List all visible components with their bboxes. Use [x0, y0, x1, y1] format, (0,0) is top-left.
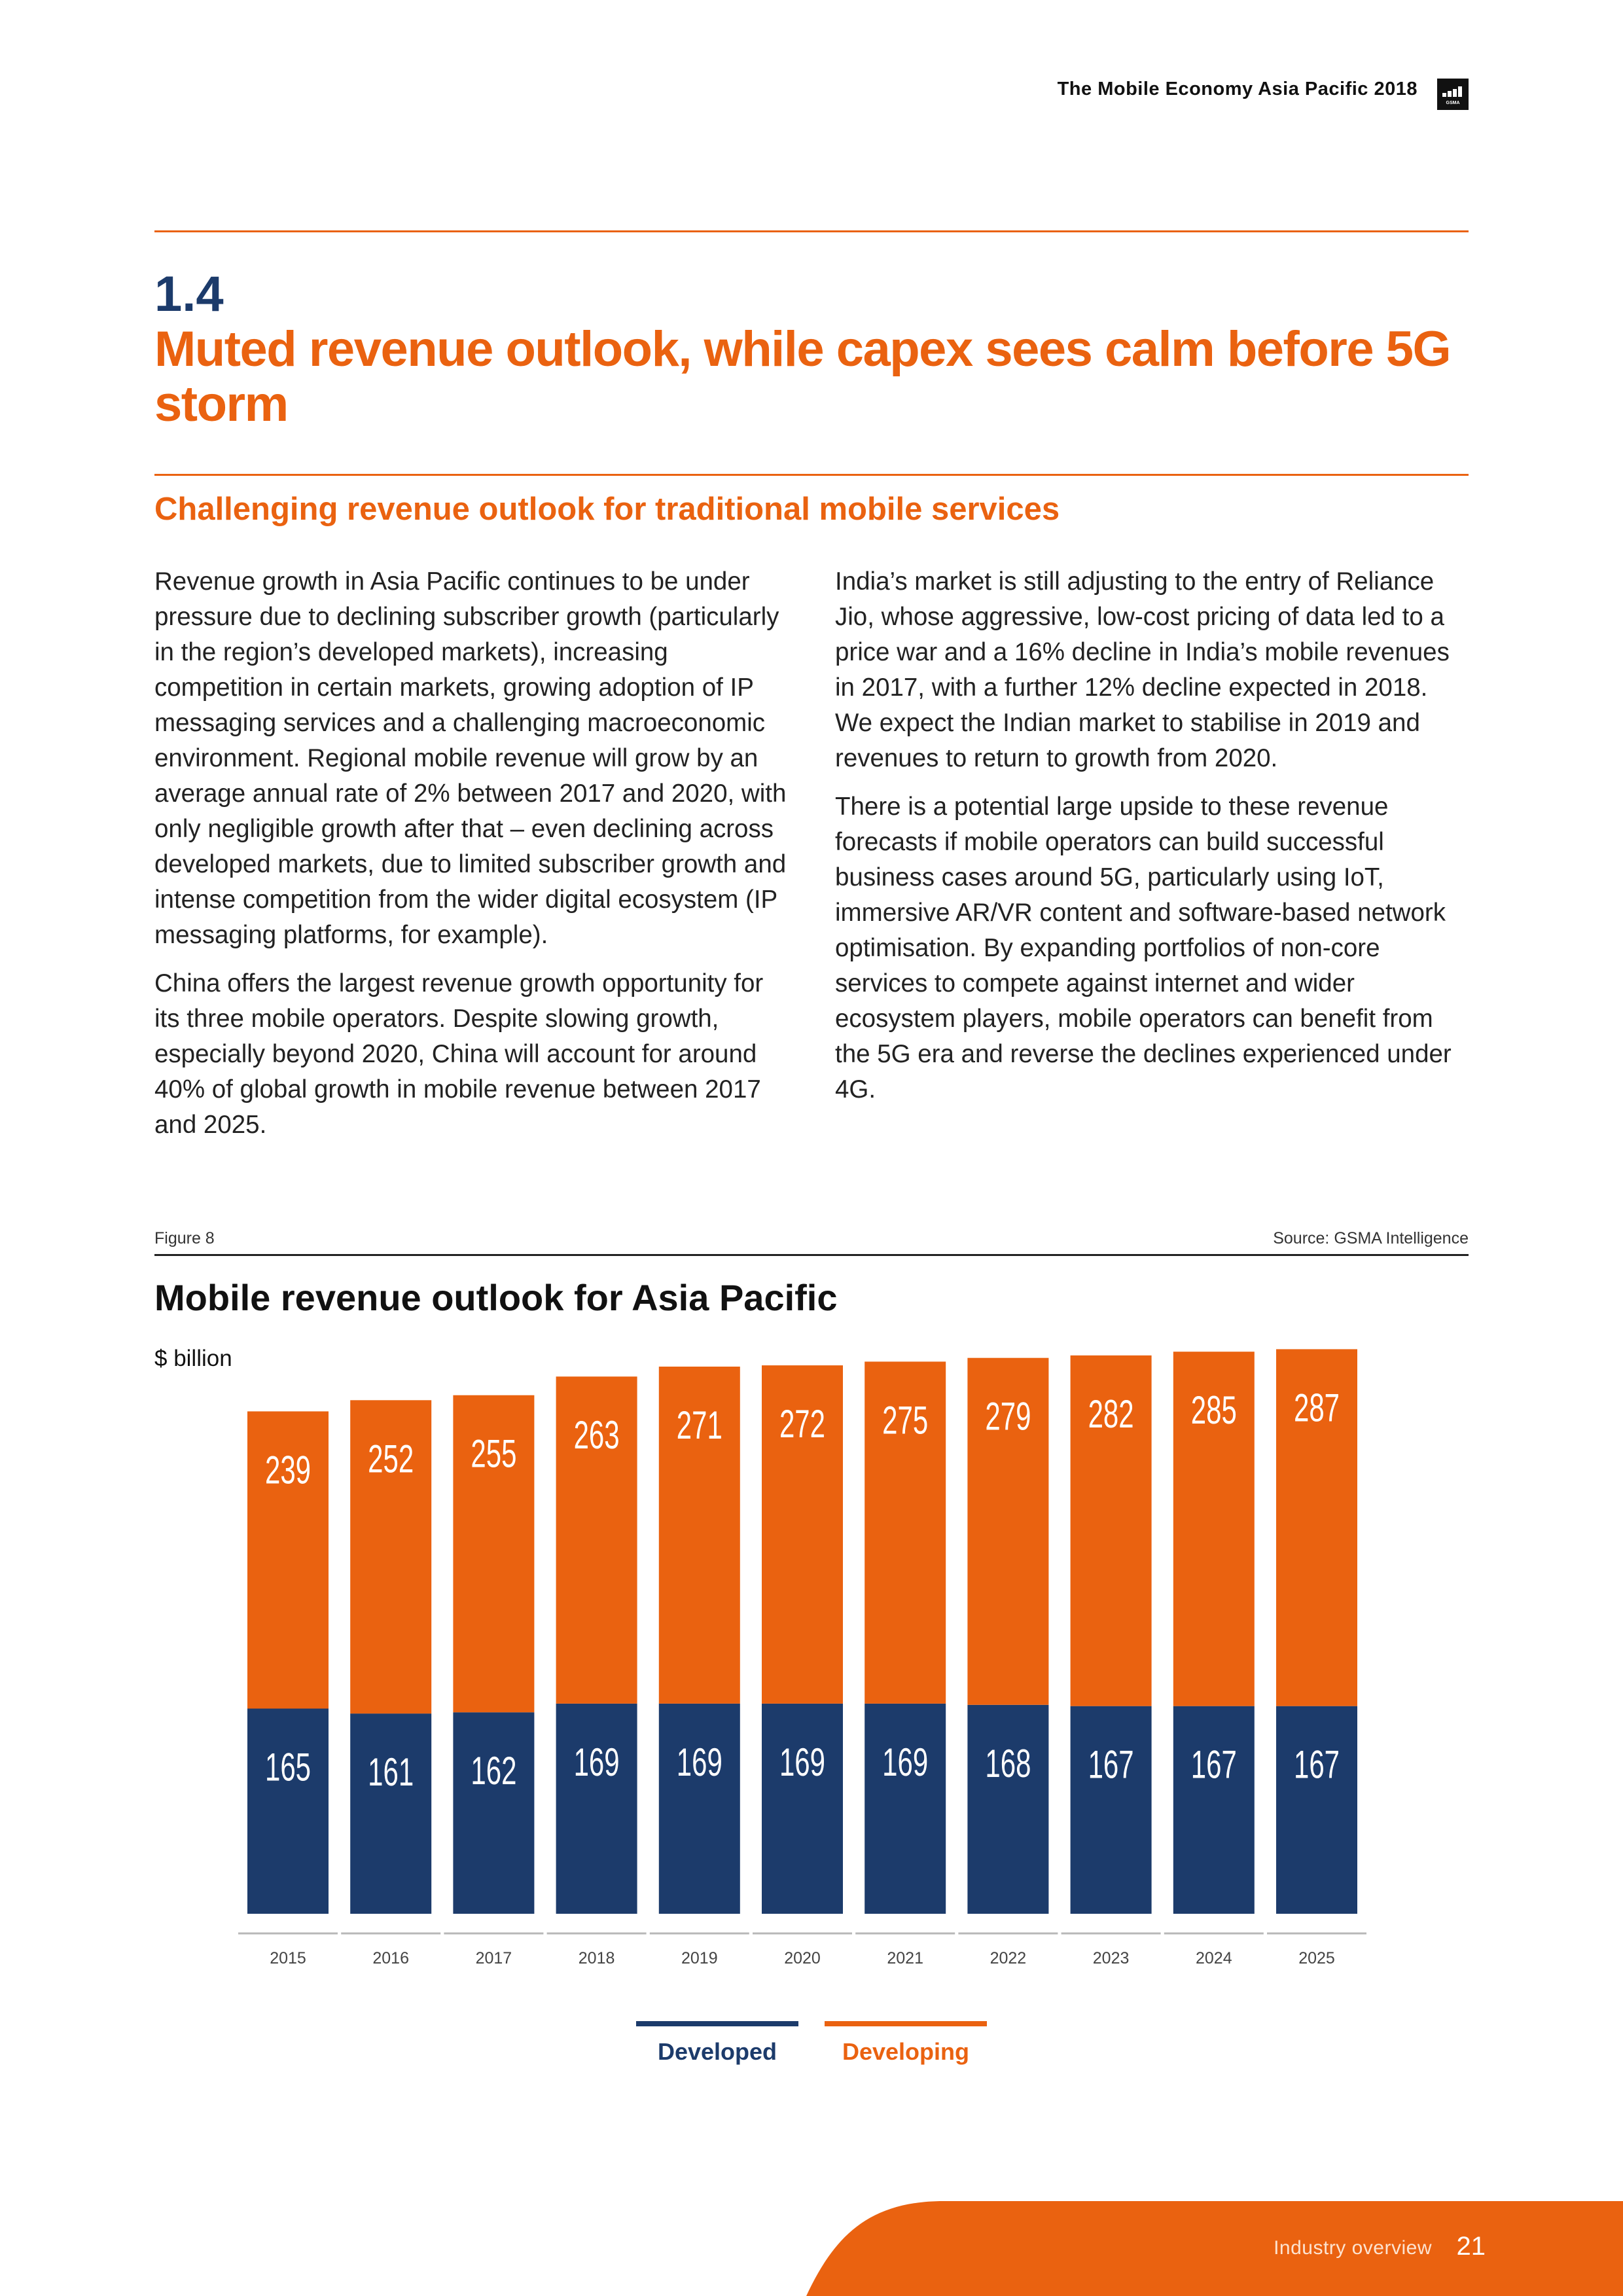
bar-developed-2017	[453, 1712, 535, 1914]
bar-developed-2015	[247, 1708, 329, 1914]
bar-developing-2025	[1276, 1349, 1357, 1706]
tick-label-2020: 2020	[784, 1949, 821, 1967]
tick-label-2018: 2018	[579, 1949, 615, 1967]
data-label-developed-2017: 162	[471, 1749, 516, 1793]
subheading: Challenging revenue outlook for traditio…	[154, 492, 1060, 527]
legend-developed: Developed	[636, 2021, 798, 2065]
data-label-developed-2016: 161	[368, 1750, 414, 1794]
data-label-developed-2015: 165	[265, 1745, 311, 1789]
bar-developed-2020	[762, 1703, 843, 1914]
body-column-right: India’s market is still adjusting to the…	[835, 564, 1470, 1121]
paragraph: India’s market is still adjusting to the…	[835, 567, 1450, 772]
data-label-developing-2015: 239	[265, 1448, 311, 1492]
data-label-developing-2019: 271	[677, 1403, 722, 1447]
legend-label-developed: Developed	[657, 2038, 777, 2065]
data-label-developed-2024: 167	[1191, 1742, 1237, 1786]
data-label-developing-2020: 272	[779, 1402, 825, 1446]
bar-developed-2025	[1276, 1706, 1357, 1914]
data-label-developing-2023: 282	[1088, 1391, 1134, 1435]
paragraph: There is a potential large upside to the…	[835, 793, 1452, 1103]
data-label-developed-2019: 169	[677, 1740, 722, 1784]
figure-rule	[154, 1254, 1469, 1256]
tick-label-2015: 2015	[270, 1949, 306, 1967]
paragraph: Revenue growth in Asia Pacific continues…	[154, 567, 787, 949]
publication-title: The Mobile Economy Asia Pacific 2018	[1057, 79, 1418, 99]
legend-swatch-developed	[636, 2021, 798, 2026]
page-number: 21	[1456, 2232, 1486, 2261]
data-label-developing-2021: 275	[882, 1398, 928, 1442]
bar-developing-2015	[247, 1411, 329, 1709]
data-label-developed-2018: 169	[574, 1740, 620, 1784]
chart-title: Mobile revenue outlook for Asia Pacific	[154, 1277, 838, 1318]
tick-label-2025: 2025	[1298, 1949, 1335, 1967]
bar-developed-2019	[658, 1703, 740, 1914]
bar-developed-2021	[865, 1703, 946, 1914]
tick-label-2021: 2021	[887, 1949, 923, 1967]
bar-developing-2022	[967, 1357, 1049, 1705]
signal-bars-icon	[1442, 86, 1463, 97]
figure-source: Source: GSMA Intelligence	[1273, 1229, 1469, 1247]
body-column-left: Revenue growth in Asia Pacific continues…	[154, 564, 794, 1156]
paragraph: China offers the largest revenue growth …	[154, 969, 764, 1139]
logo-text: GSMA	[1446, 101, 1460, 105]
bar-developed-2022	[967, 1704, 1049, 1914]
tick-label-2022: 2022	[990, 1949, 1027, 1967]
data-label-developing-2025: 287	[1294, 1386, 1340, 1429]
top-rule	[154, 230, 1469, 232]
figure-label: Figure 8	[154, 1229, 215, 1247]
data-label-developing-2016: 252	[368, 1437, 414, 1480]
data-label-developing-2024: 285	[1191, 1388, 1237, 1432]
data-label-developing-2022: 279	[985, 1394, 1031, 1438]
bar-developing-2018	[556, 1376, 637, 1704]
bar-developing-2020	[762, 1365, 843, 1704]
section-number: 1.4	[154, 266, 224, 322]
data-label-developed-2023: 167	[1088, 1742, 1134, 1786]
bar-developing-2024	[1173, 1352, 1255, 1706]
bar-developing-2021	[865, 1361, 946, 1704]
section-rule	[154, 474, 1469, 476]
footer-band	[806, 2201, 1623, 2296]
data-label-developed-2020: 169	[779, 1740, 825, 1784]
legend-swatch-developing	[825, 2021, 987, 2026]
bar-developed-2018	[556, 1703, 637, 1914]
tick-label-2023: 2023	[1093, 1949, 1130, 1967]
tick-label-2019: 2019	[681, 1949, 718, 1967]
tick-label-2016: 2016	[372, 1949, 409, 1967]
legend-label-developing: Developing	[842, 2038, 970, 2065]
data-label-developing-2018: 263	[574, 1413, 620, 1457]
legend-developing: Developing	[825, 2021, 987, 2065]
data-label-developing-2017: 255	[471, 1431, 516, 1475]
data-label-developed-2021: 169	[882, 1740, 928, 1784]
bar-developed-2024	[1173, 1706, 1255, 1914]
footer-section-label: Industry overview	[1274, 2237, 1432, 2259]
tick-label-2024: 2024	[1196, 1949, 1232, 1967]
bar-developing-2016	[350, 1400, 432, 1714]
gsma-logo: GSMA	[1437, 79, 1469, 110]
data-label-developed-2022: 168	[985, 1741, 1031, 1785]
bar-developed-2023	[1070, 1706, 1152, 1914]
section-title: Muted revenue outlook, while capex sees …	[154, 321, 1452, 432]
chart-unit: $ billion	[154, 1346, 232, 1371]
data-label-developed-2025: 167	[1294, 1742, 1340, 1786]
bar-developing-2019	[658, 1367, 740, 1704]
bar-developed-2016	[350, 1713, 432, 1914]
bar-developing-2017	[453, 1395, 535, 1713]
bar-developing-2023	[1070, 1355, 1152, 1706]
tick-label-2017: 2017	[476, 1949, 512, 1967]
